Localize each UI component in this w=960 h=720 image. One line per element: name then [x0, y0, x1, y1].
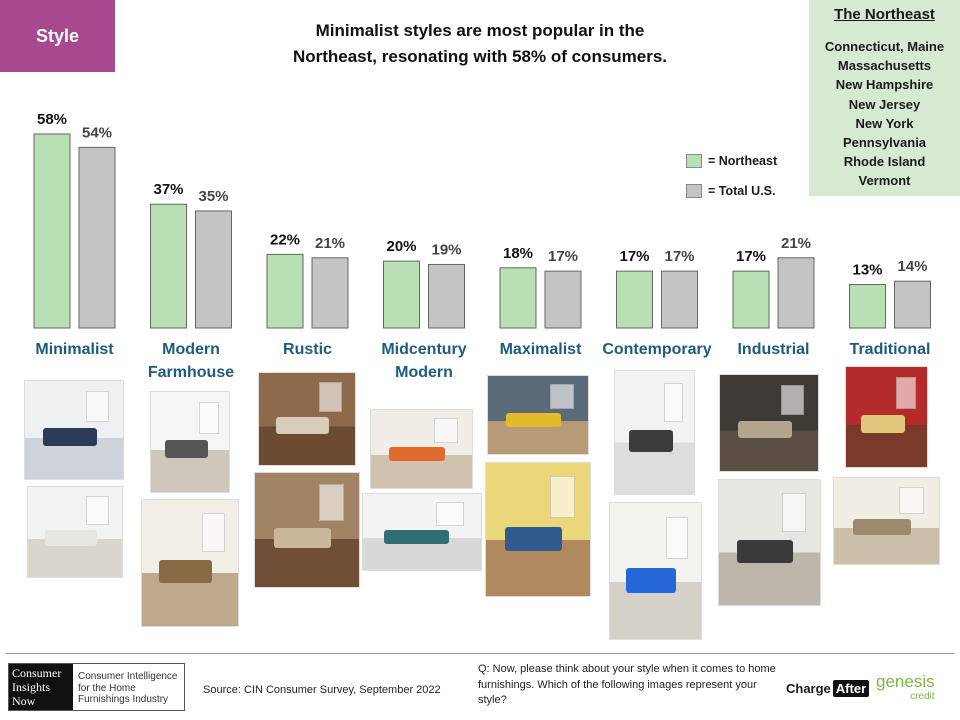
footer-divider	[6, 653, 954, 654]
chart-title-line-2: Northeast, resonating with 58% of consum…	[292, 47, 668, 66]
style-bar-chart: 58% 54% Minimalist 37% 35% Modern Farmhouse 22%…	[33, 111, 931, 381]
category-label: Rustic	[283, 341, 332, 358]
region-state: New Hampshire	[835, 77, 934, 93]
region-state: Massachusetts	[837, 58, 932, 74]
category-label: Maximalist	[500, 341, 582, 358]
data-label: 20%	[386, 238, 416, 255]
bar-total-us	[777, 257, 815, 329]
bar-total-us	[661, 270, 698, 329]
bar-total-us	[195, 210, 232, 329]
genesis-credit-logo: genesis credit	[876, 672, 935, 704]
category-label: Minimalist	[35, 341, 114, 358]
industrial-loft-photo	[719, 374, 819, 472]
data-label: 37%	[153, 181, 183, 198]
living-room-photo	[27, 486, 123, 578]
bar-northeast	[383, 260, 420, 329]
living-room-photo	[24, 380, 124, 480]
consumer-insights-now-logo: Consumer Insights Now Consumer Intellige…	[8, 663, 185, 711]
data-label: 17%	[664, 248, 694, 265]
rustic-living-photo	[254, 472, 360, 588]
farmhouse-living-photo	[150, 391, 230, 493]
data-label: 54%	[82, 124, 112, 141]
data-label: 22%	[270, 231, 300, 248]
source-note: Source: CIN Consumer Survey, September 2…	[203, 684, 441, 696]
cin-logo-word: Now	[12, 694, 36, 708]
category-label: Modern	[162, 341, 220, 358]
chargeafter-word-1: Charge	[786, 681, 831, 696]
data-label: 21%	[315, 235, 345, 252]
legend-item-northeast: = Northeast	[686, 146, 777, 176]
data-label: 21%	[781, 235, 811, 252]
category-label: Industrial	[737, 341, 809, 358]
data-label: 17%	[736, 248, 766, 265]
maximalist-shelves-photo	[487, 375, 589, 455]
bar-total-us	[894, 280, 931, 329]
data-label: 17%	[548, 248, 578, 265]
industrial-library-photo	[718, 479, 821, 606]
legend-swatch-northeast	[686, 154, 702, 168]
chart-title-line-1: Minimalist styles are most popular in th…	[315, 21, 645, 40]
northeast-region-box: The Northeast Connecticut, Maine Massach…	[809, 0, 960, 196]
contemporary-living-photo	[609, 502, 702, 640]
data-label: 19%	[431, 241, 461, 258]
traditional-living-photo	[833, 477, 940, 565]
cin-logo-mark: Consumer Insights Now	[9, 664, 73, 710]
dining-room-photo	[141, 499, 239, 627]
legend-item-total: = Total U.S.	[686, 176, 777, 206]
legend-label-total: = Total U.S.	[708, 184, 776, 198]
category-label: Farmhouse	[148, 364, 234, 381]
survey-question: Q: Now, please think about your style wh…	[478, 663, 776, 706]
maximalist-living-photo	[485, 462, 591, 597]
genesis-word: genesis	[876, 672, 935, 691]
section-style-tag: Style	[0, 0, 115, 72]
bar-total-us	[78, 146, 116, 329]
bar-northeast	[732, 270, 770, 329]
category-label: Midcentury	[381, 341, 466, 358]
region-state: Connecticut, Maine	[824, 39, 945, 54]
genesis-sub-word: credit	[910, 691, 935, 702]
data-label: 35%	[198, 188, 228, 205]
midcentury-living-photo	[370, 409, 473, 489]
category-label: Contemporary	[602, 341, 711, 358]
midcentury-lounge-photo	[362, 493, 482, 571]
legend-swatch-total	[686, 184, 702, 198]
bar-northeast	[616, 270, 653, 329]
data-label: 13%	[852, 262, 882, 279]
region-state: New Jersey	[848, 96, 921, 112]
region-state: Pennsylvania	[842, 135, 927, 151]
data-label: 14%	[897, 258, 927, 275]
chart-legend: = Northeast = Total U.S.	[686, 146, 777, 206]
region-title: The Northeast	[834, 6, 935, 23]
cin-logo-word: Consumer	[12, 666, 62, 680]
category-label: Modern	[395, 364, 453, 381]
legend-label-northeast: = Northeast	[708, 154, 778, 168]
category-label: Traditional	[850, 341, 931, 358]
chargeafter-word-2: After	[832, 680, 870, 697]
cin-logo-tagline: Consumer Intelligence for the Home Furni…	[78, 671, 178, 705]
traditional-red-room-photo	[845, 366, 928, 468]
bar-total-us	[428, 263, 465, 329]
bar-northeast	[849, 284, 886, 329]
bar-northeast	[33, 133, 71, 329]
rustic-cabin-photo	[258, 372, 356, 466]
bar-northeast	[499, 267, 537, 329]
region-state: Rhode Island	[843, 154, 926, 170]
data-label: 18%	[503, 245, 533, 262]
chargeafter-logo: Charge After	[786, 680, 870, 697]
cin-logo-word: Insights	[12, 680, 51, 694]
data-label: 58%	[37, 111, 67, 128]
contemporary-hall-photo	[614, 370, 695, 495]
region-state: Vermont	[858, 173, 911, 189]
bar-total-us	[544, 270, 582, 329]
bar-northeast	[266, 253, 304, 329]
bar-northeast	[150, 203, 187, 329]
region-state: New York	[855, 115, 914, 131]
data-label: 17%	[619, 248, 649, 265]
chart-title: Minimalist styles are most popular in th…	[225, 18, 735, 70]
bar-total-us	[311, 257, 349, 329]
